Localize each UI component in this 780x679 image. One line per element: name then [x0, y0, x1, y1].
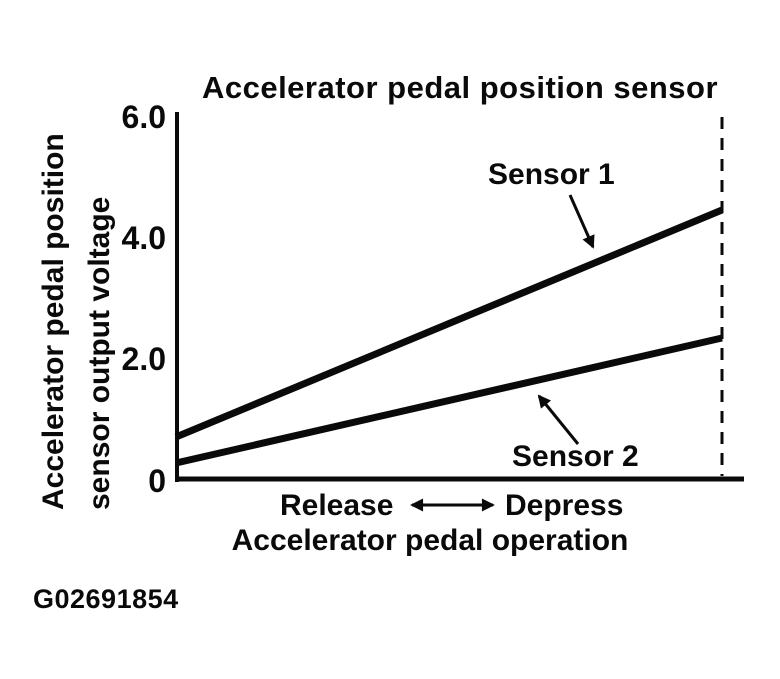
y-axis-label: Accelerator pedal position sensor output… — [31, 80, 123, 510]
y-tick-6: 6.0 — [121, 99, 166, 135]
sensor1-leader-arrow — [568, 194, 595, 249]
sensor2-line — [175, 334, 723, 467]
y-tick-2: 2.0 — [121, 341, 166, 377]
x-axis-label: Accelerator pedal operation — [231, 524, 629, 557]
sensor2-label: Sensor 2 — [512, 440, 639, 473]
figure-code: G02691854 — [33, 584, 179, 614]
sensor2-leader-arrow — [537, 394, 580, 445]
sensor1-label: Sensor 1 — [488, 158, 615, 191]
y-tick-0: 0 — [148, 463, 166, 499]
y-tick-4: 4.0 — [121, 220, 166, 256]
chart-title: Accelerator pedal position sensor — [201, 70, 719, 105]
y-axis-label-line2: sensor output voltage — [83, 196, 116, 510]
x-axis-release-label: Release — [280, 489, 394, 522]
x-axis-depress-label: Depress — [505, 489, 624, 522]
y-axis-label-line1: Accelerator pedal position — [37, 133, 70, 510]
sensor1-line — [174, 206, 724, 441]
